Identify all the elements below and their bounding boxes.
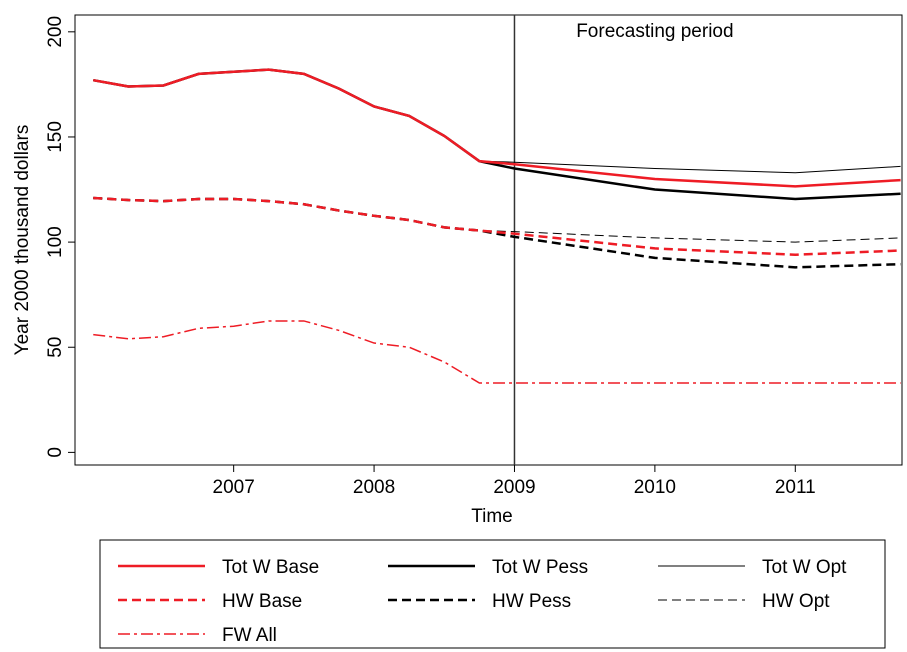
x-tick-label: 2008 [353, 477, 395, 498]
series-line [93, 68, 901, 188]
y-tick-label: 200 [45, 16, 66, 48]
series-line [93, 320, 901, 384]
y-tick-label: 100 [45, 226, 66, 258]
series-line [93, 68, 901, 201]
series-line [93, 197, 901, 243]
x-tick-label: 2010 [634, 477, 676, 498]
legend-label: Tot W Pess [492, 557, 588, 578]
x-tick-label: 2009 [493, 477, 535, 498]
y-tick-label: 150 [45, 121, 66, 153]
legend-label: Tot W Base [222, 557, 319, 578]
legend-box [99, 539, 886, 649]
y-tick-label: 50 [45, 337, 66, 358]
legend-label: HW Opt [762, 591, 830, 612]
series-line [93, 69, 901, 174]
legend-label: HW Pess [492, 591, 571, 612]
plot-frame [74, 14, 903, 466]
legend-label: Tot W Opt [762, 557, 847, 578]
series-line [93, 196, 901, 256]
x-axis-label: Time [471, 506, 513, 527]
y-axis-label: Year 2000 thousand dollars [12, 125, 33, 356]
legend-label: HW Base [222, 591, 302, 612]
legend-label: FW All [222, 625, 277, 646]
annotation: Forecasting period [576, 21, 733, 42]
x-tick-label: 2011 [775, 477, 816, 498]
y-tick-label: 0 [45, 447, 66, 458]
x-tick-label: 2007 [213, 477, 255, 498]
